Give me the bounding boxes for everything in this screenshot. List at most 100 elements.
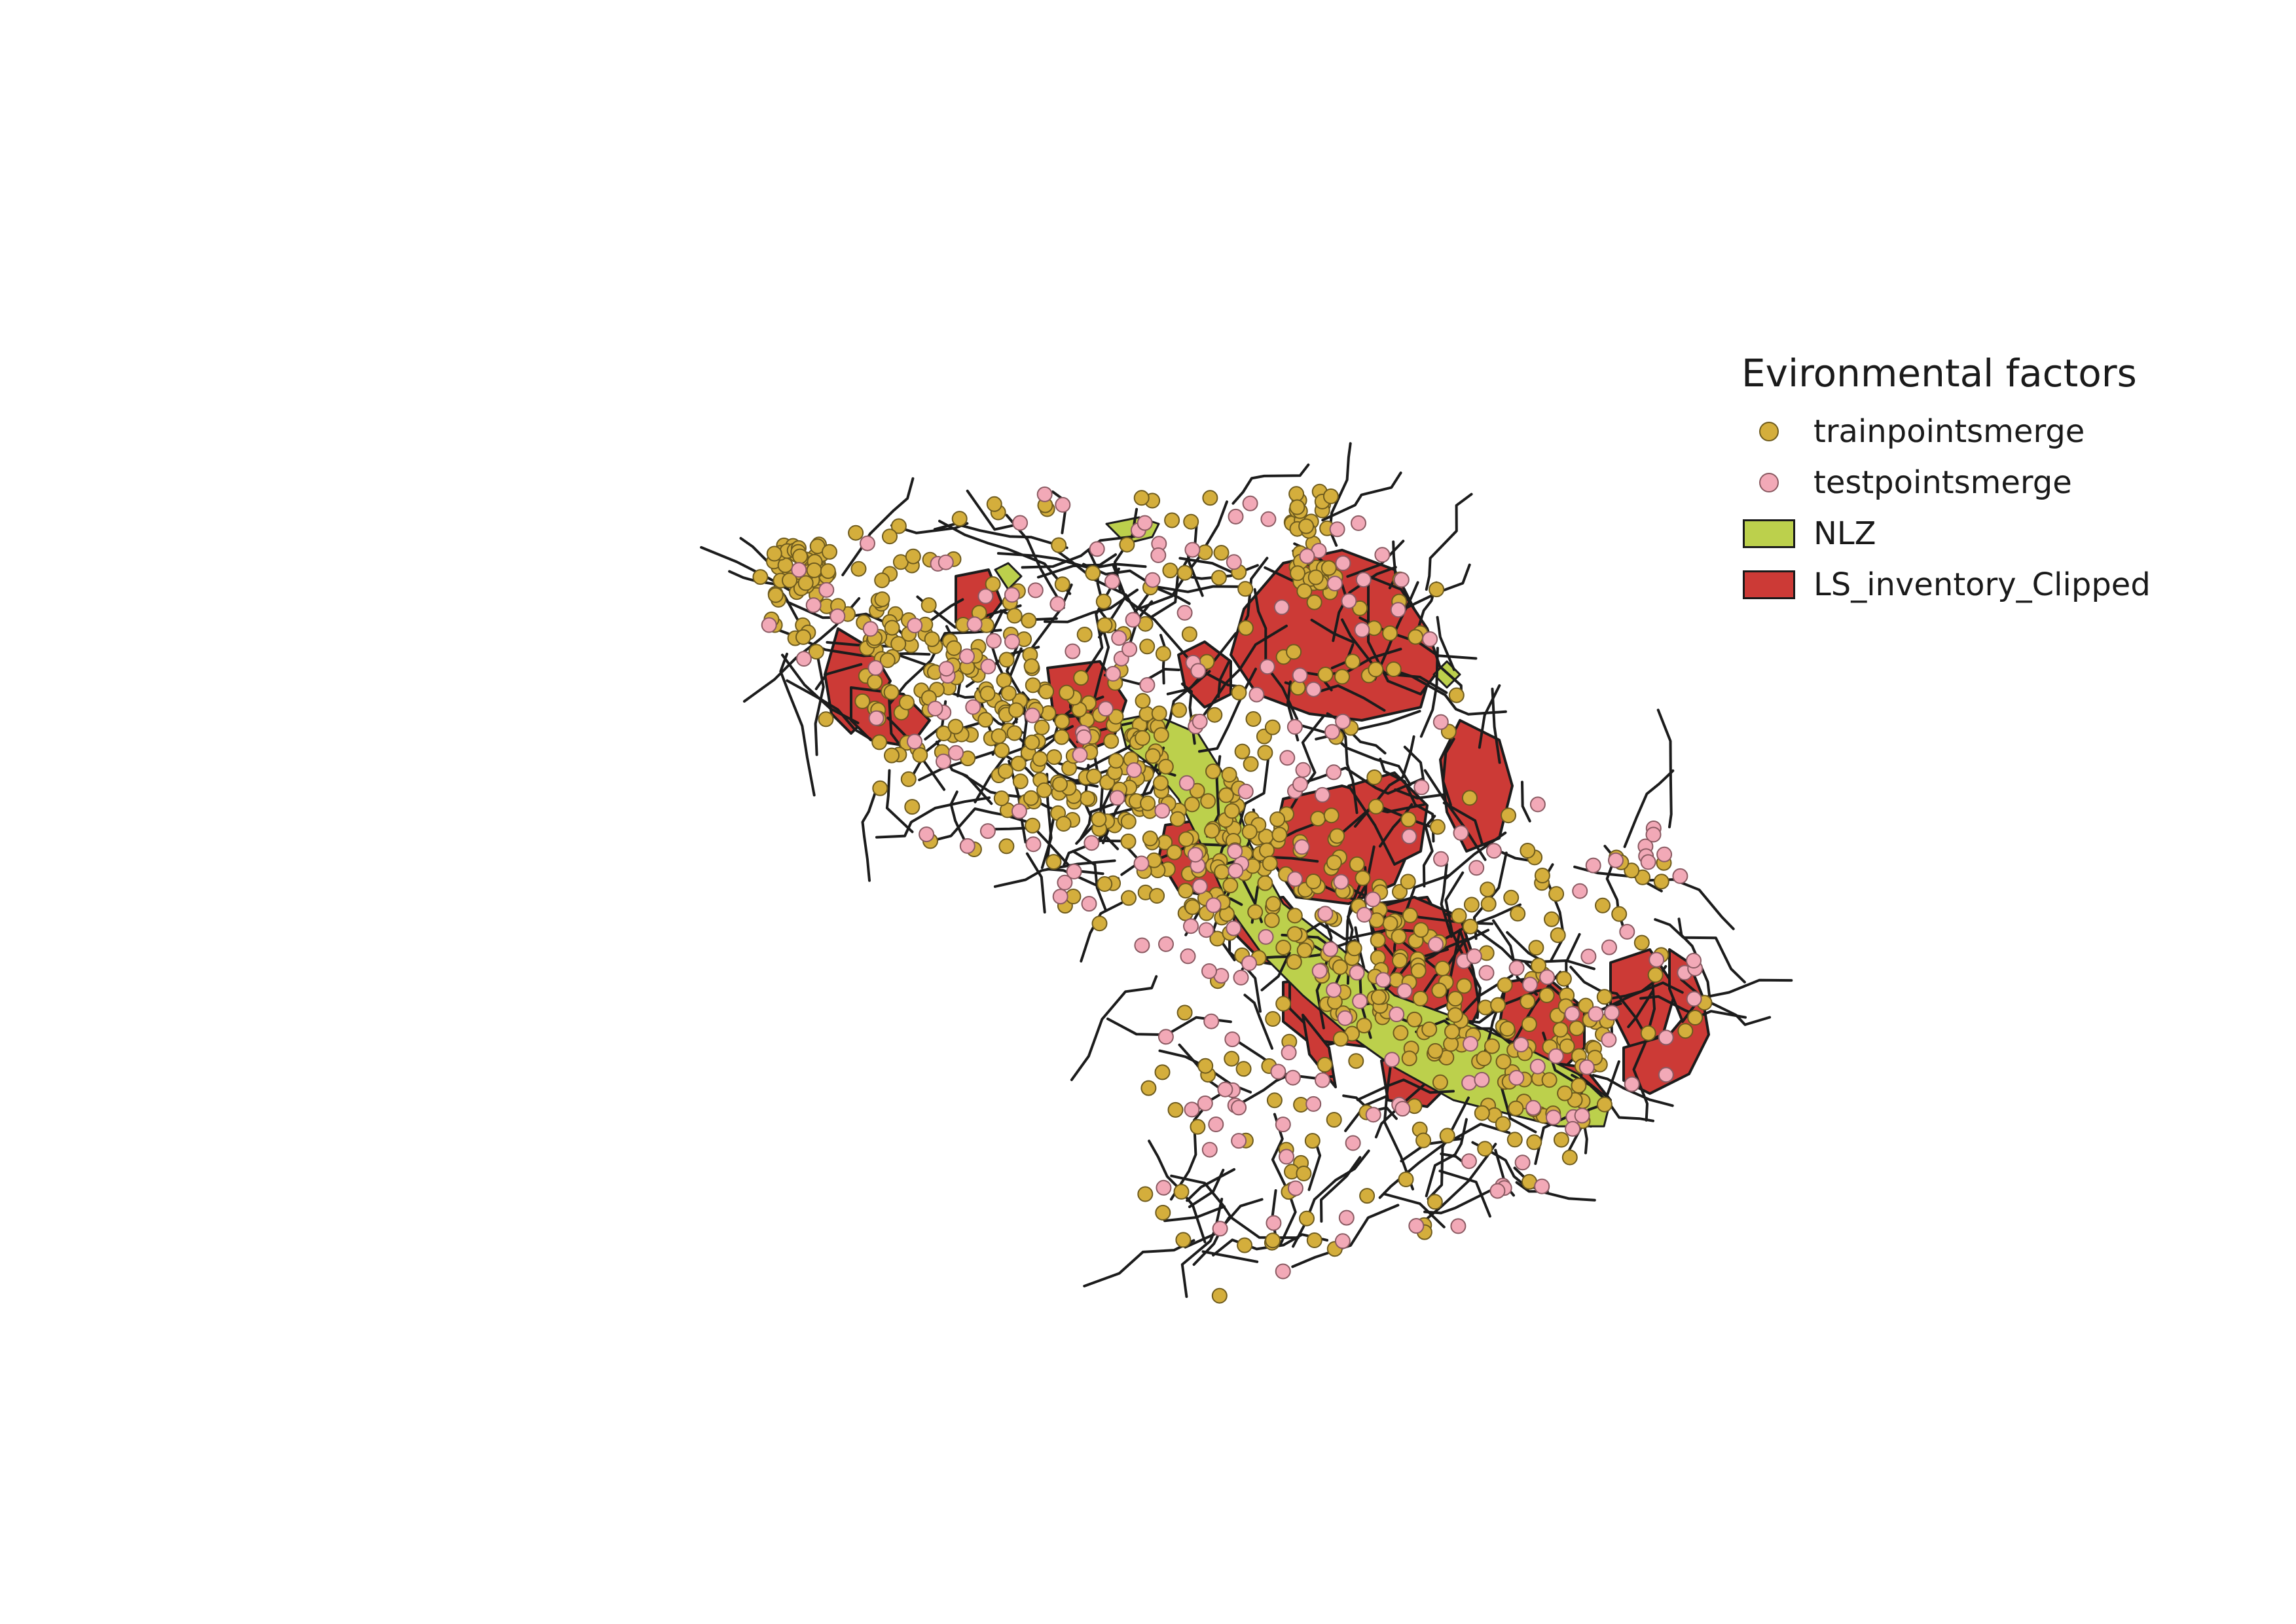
legend-label-trainpoints: trainpointsmerge bbox=[1813, 413, 2085, 450]
train-point bbox=[1633, 934, 1650, 951]
test-point bbox=[1259, 659, 1275, 675]
train-point bbox=[1501, 807, 1516, 824]
test-point bbox=[1317, 906, 1334, 922]
train-point bbox=[871, 734, 888, 750]
train-point bbox=[1393, 1025, 1409, 1041]
train-point bbox=[1356, 1018, 1372, 1034]
train-point bbox=[1595, 897, 1611, 913]
train-point bbox=[1155, 1204, 1171, 1221]
drainage-line bbox=[1036, 553, 1117, 579]
drainage-line bbox=[1632, 983, 1656, 1122]
drainage-line bbox=[1592, 1074, 1674, 1107]
train-point bbox=[867, 674, 883, 690]
testpoint-symbol-icon bbox=[1741, 466, 1796, 500]
drainage-line bbox=[1180, 1198, 1224, 1299]
test-point bbox=[1156, 1179, 1172, 1196]
train-point bbox=[1190, 1118, 1206, 1135]
train-point bbox=[1427, 1194, 1443, 1210]
test-point bbox=[1529, 1058, 1546, 1075]
test-point bbox=[1311, 963, 1328, 979]
drainage-line bbox=[1123, 597, 1244, 688]
train-point bbox=[1286, 908, 1303, 924]
test-point bbox=[1422, 631, 1438, 647]
test-point bbox=[1226, 554, 1242, 570]
drainage-line bbox=[1197, 624, 1288, 724]
legend-label-testpoints: testpointsmerge bbox=[1813, 464, 2072, 501]
train-point bbox=[1413, 922, 1429, 938]
test-point bbox=[1184, 542, 1201, 558]
train-point bbox=[848, 525, 864, 541]
train-point bbox=[1497, 977, 1513, 993]
train-point bbox=[1510, 906, 1526, 922]
train-point bbox=[1207, 707, 1223, 723]
train-point bbox=[1429, 819, 1446, 835]
drainage-line bbox=[1627, 989, 1654, 1029]
drainage-line bbox=[1425, 492, 1473, 591]
train-point bbox=[1202, 490, 1218, 506]
train-point bbox=[1477, 999, 1493, 1016]
test-point bbox=[1281, 1044, 1297, 1061]
train-point bbox=[1391, 929, 1407, 945]
test-point bbox=[1279, 1149, 1294, 1165]
train-point bbox=[1108, 752, 1124, 769]
test-point bbox=[1279, 750, 1296, 766]
train-point bbox=[874, 591, 890, 608]
drainage-line bbox=[1378, 803, 1413, 848]
train-point bbox=[1010, 756, 1027, 772]
train-point bbox=[1184, 899, 1201, 915]
drainage-line bbox=[1243, 993, 1273, 1050]
test-point bbox=[1024, 707, 1040, 724]
train-point bbox=[1561, 1149, 1578, 1166]
train-point bbox=[1647, 967, 1664, 983]
test-point bbox=[907, 618, 923, 634]
train-point bbox=[1400, 811, 1417, 828]
legend-label-nlz: NLZ bbox=[1813, 515, 1876, 552]
test-point bbox=[1384, 1052, 1400, 1068]
test-point bbox=[1104, 573, 1120, 589]
drainage-line bbox=[966, 489, 1016, 531]
test-point bbox=[1275, 1116, 1291, 1133]
train-point bbox=[1006, 608, 1023, 624]
train-point bbox=[1140, 795, 1156, 811]
test-point bbox=[1513, 1037, 1529, 1053]
train-point bbox=[1085, 565, 1101, 581]
test-point bbox=[1485, 843, 1502, 859]
test-point bbox=[1333, 874, 1349, 890]
train-point bbox=[1213, 545, 1230, 561]
train-point bbox=[1401, 1050, 1417, 1067]
drainage-line bbox=[1677, 917, 1712, 1006]
train-point bbox=[1526, 1134, 1542, 1151]
train-point bbox=[1503, 889, 1520, 906]
train-point bbox=[998, 838, 1015, 855]
drainage-line bbox=[1216, 756, 1270, 864]
test-point bbox=[1326, 982, 1342, 998]
train-point bbox=[1332, 959, 1348, 975]
train-point bbox=[884, 619, 900, 636]
test-point bbox=[862, 621, 879, 637]
test-point bbox=[1121, 641, 1138, 657]
drainage-line bbox=[1044, 588, 1139, 623]
drainage-line bbox=[1291, 1204, 1400, 1268]
train-point bbox=[1368, 798, 1384, 815]
train-point bbox=[1181, 626, 1197, 642]
test-point bbox=[1305, 1096, 1322, 1112]
train-point bbox=[1144, 748, 1161, 764]
train-point bbox=[951, 511, 968, 527]
train-point bbox=[1137, 1186, 1154, 1202]
test-point bbox=[1335, 555, 1351, 571]
train-point bbox=[1052, 776, 1068, 792]
test-point bbox=[1572, 883, 1588, 899]
train-point bbox=[1103, 733, 1120, 749]
drainage-line bbox=[1383, 1192, 1446, 1228]
test-point bbox=[1285, 1069, 1301, 1086]
train-point bbox=[1480, 896, 1497, 912]
train-point bbox=[1427, 1043, 1444, 1059]
test-point bbox=[1105, 665, 1121, 682]
drainage-line bbox=[1521, 781, 1531, 822]
train-point bbox=[1552, 1022, 1569, 1038]
test-point bbox=[1224, 1031, 1241, 1048]
test-point bbox=[1349, 965, 1365, 981]
train-point bbox=[1176, 564, 1193, 581]
drainage-line bbox=[1271, 1113, 1297, 1247]
train-point bbox=[1176, 1005, 1193, 1021]
